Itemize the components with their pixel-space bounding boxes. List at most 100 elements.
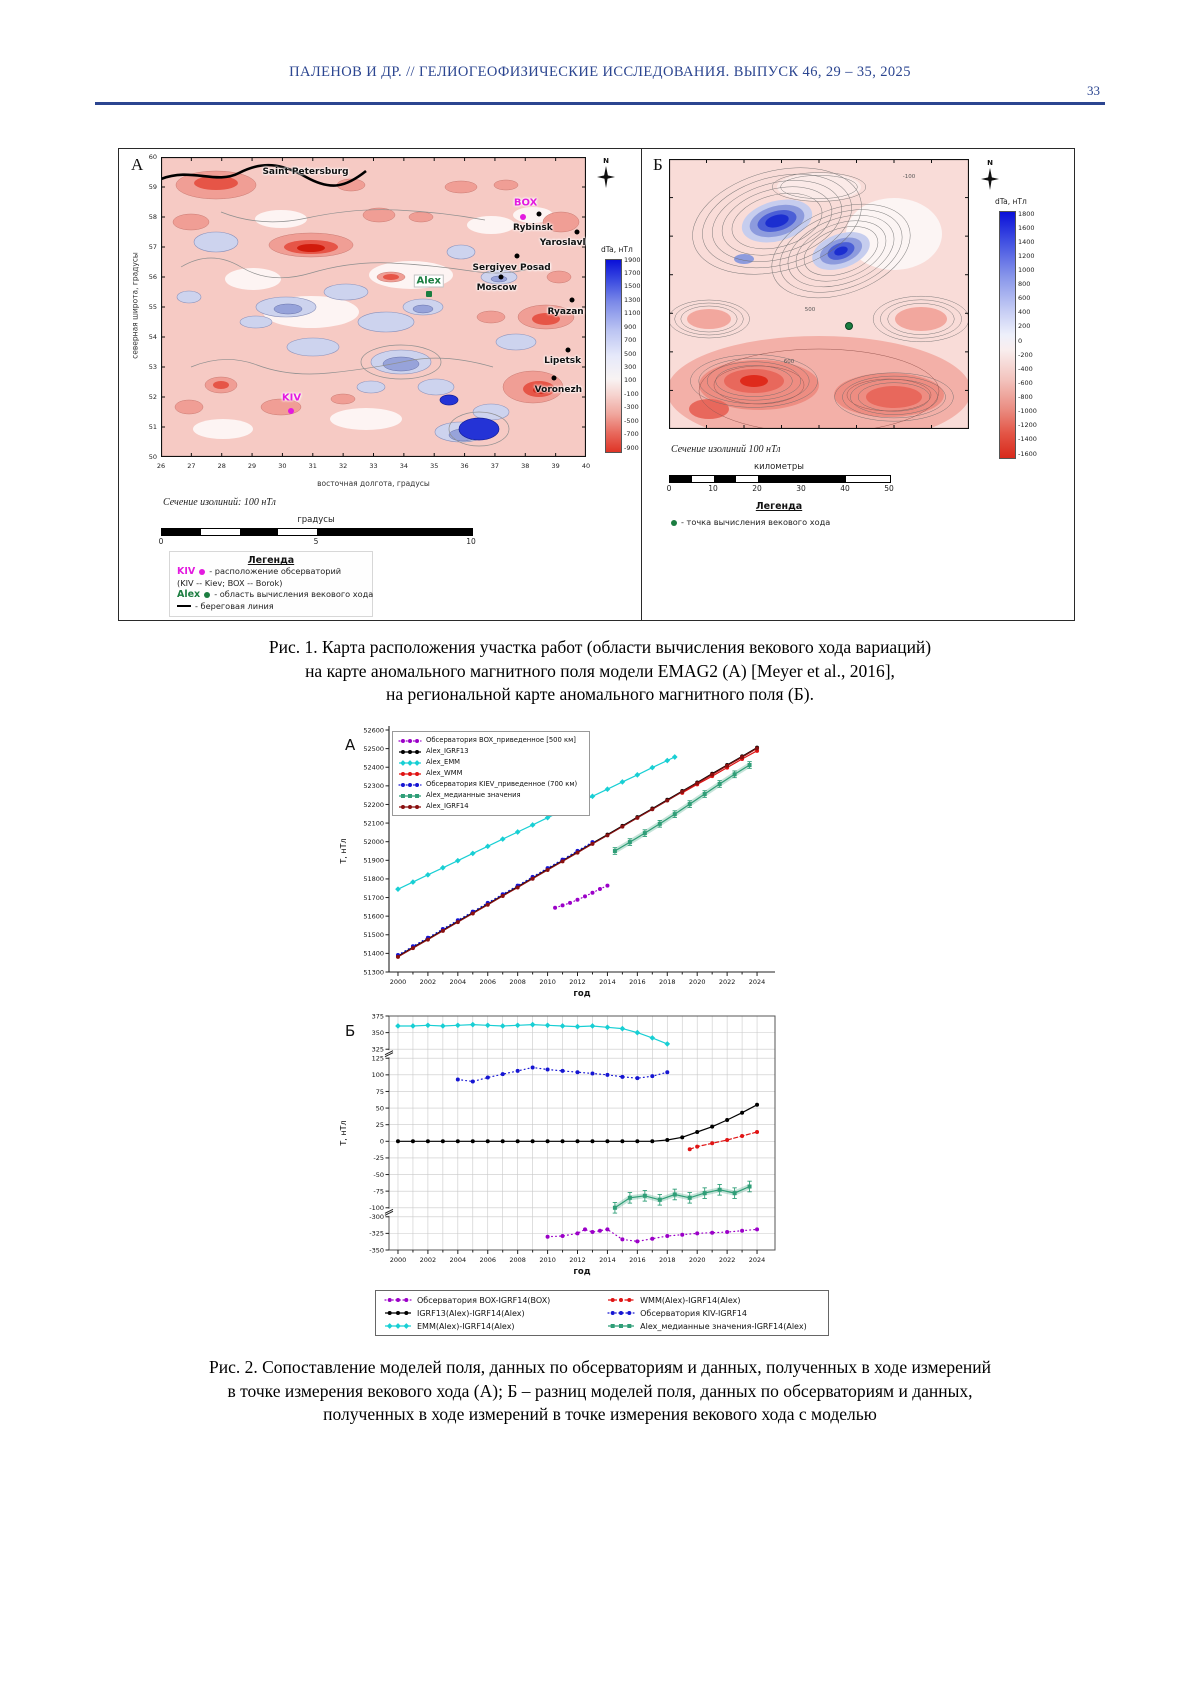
series-marker-icon	[399, 793, 421, 798]
svg-text:52100: 52100	[363, 819, 384, 827]
colorbar-b	[999, 211, 1016, 459]
svg-text:2000: 2000	[390, 978, 407, 986]
series-marker-icon	[385, 1311, 411, 1315]
fig2-caption: Рис. 2. Сопоставление моделей поля, данн…	[0, 1356, 1200, 1427]
svg-text:125: 125	[372, 1055, 384, 1063]
latitude-tick-label: 57	[148, 243, 157, 251]
map-a-legend-item: Alex - область вычисления векового хода	[177, 589, 373, 601]
series-name: Alex_IGRF13	[426, 747, 469, 755]
legend-text: - область вычисления векового хода	[214, 589, 374, 599]
fig2-chart-a-svg: 52600 52500 52400 52300 52200 52100 52000 51900…	[339, 726, 775, 999]
svg-text:51900: 51900	[363, 857, 384, 865]
svg-text:52600: 52600	[363, 726, 384, 734]
series-name: Alex_медианные значения	[426, 791, 521, 799]
latitude-tick-label: 50	[148, 453, 157, 461]
latitude-tick-label: 52	[148, 393, 157, 401]
chart-a-legend-item: Alex_медианные значения	[398, 790, 584, 801]
colorbar-tick-label: -400	[1018, 364, 1033, 373]
svg-text:52300: 52300	[363, 782, 384, 790]
series-name: Обсерватория KIEV_приведенное (700 км)	[426, 780, 578, 788]
legend-prefix: Alex	[177, 589, 201, 600]
fig1-caption: Рис. 1. Карта расположения участка работ…	[0, 636, 1200, 707]
series-marker-icon	[385, 1323, 411, 1329]
map-a-legend-item: (KIV -- Kiev; BOX -- Borok)	[177, 578, 365, 590]
scalebar-tick-label: 5	[313, 537, 319, 546]
longitude-tick-label: 31	[308, 462, 317, 470]
svg-text:год: год	[573, 989, 590, 999]
fig1-caption-line3: на региональной карте аномального магнит…	[386, 684, 814, 704]
colorbar-tick-label: 1500	[624, 282, 641, 291]
scalebar-tick-label: 0	[158, 537, 164, 546]
svg-text:51500: 51500	[363, 931, 384, 939]
series-marker-icon	[399, 759, 421, 766]
svg-text:2022: 2022	[719, 1256, 736, 1264]
north-arrow-icon: N	[597, 157, 615, 189]
fig2-legend-item: Alex_медианные значения-IGRF14(Alex)	[607, 1321, 820, 1331]
longitude-tick-label: 27	[187, 462, 196, 470]
header-rule	[95, 102, 1105, 105]
scalebar-tick-label: 10	[466, 537, 476, 546]
svg-text:2012: 2012	[569, 1256, 586, 1264]
colorbar-tick-label: -1000	[1018, 407, 1037, 416]
latitude-tick-label: 51	[148, 423, 157, 431]
scalebar-tick-label: 30	[796, 484, 806, 493]
series-name: Обсерватория BOX-IGRF14(BOX)	[417, 1295, 551, 1305]
svg-text:51300: 51300	[363, 968, 384, 976]
fig1-panel-b-label: Б	[653, 155, 663, 174]
series-name: IGRF13(Alex)-IGRF14(Alex)	[417, 1308, 525, 1318]
svg-text:51400: 51400	[363, 950, 384, 958]
svg-text:2004: 2004	[450, 978, 467, 986]
colorbar-tick-label: 1600	[1018, 223, 1035, 232]
fig1-caption-line2: на карте аномального магнитного поля мод…	[305, 660, 895, 681]
colorbar-tick-label: 1900	[624, 255, 641, 264]
svg-text:2006: 2006	[479, 978, 496, 986]
longitude-tick-label: 34	[399, 462, 408, 470]
svg-text:0: 0	[380, 1138, 384, 1146]
fig2-legend-item: Обсерватория KIV-IGRF14	[607, 1308, 820, 1318]
north-label: N	[603, 157, 609, 165]
svg-text:51800: 51800	[363, 875, 384, 883]
svg-text:50: 50	[376, 1104, 384, 1112]
svg-text:350: 350	[372, 1029, 384, 1037]
svg-text:52200: 52200	[363, 801, 384, 809]
fig2-legend-item: IGRF13(Alex)-IGRF14(Alex)	[384, 1308, 601, 1318]
latitude-tick-label: 54	[148, 333, 157, 341]
fig1-caption-line1: Рис. 1. Карта расположения участка работ…	[268, 637, 932, 657]
north-arrow-icon: N	[981, 159, 999, 191]
fig1-panel-a-label: А	[131, 155, 144, 174]
fig2-panel-b-label: Б	[345, 1022, 356, 1040]
series-marker-icon	[399, 804, 421, 809]
svg-text:-300: -300	[369, 1213, 384, 1221]
svg-text:2014: 2014	[599, 1256, 616, 1264]
colorbar-a-title: dTa, нТл	[601, 245, 633, 254]
latitude-tick-label: 58	[148, 213, 157, 221]
colorbar-tick-label: -900	[624, 443, 639, 452]
series-name: WMM(Alex)-IGRF14(Alex)	[640, 1295, 741, 1305]
svg-text:375: 375	[372, 1012, 384, 1020]
longitude-tick-label: 33	[369, 462, 378, 470]
svg-text:75: 75	[376, 1088, 384, 1096]
map-a-legend-item: KIV - расположение обсерваторий	[177, 566, 365, 578]
colorbar-tick-label: -500	[624, 416, 639, 425]
svg-text:52500: 52500	[363, 745, 384, 753]
colorbar-tick-label: -200	[1018, 350, 1033, 359]
map-a-legend-title: Легенда	[247, 555, 295, 566]
figure-1: А	[118, 148, 1075, 621]
svg-text:2018: 2018	[659, 978, 676, 986]
latitude-tick-label: 56	[148, 273, 157, 281]
map-a-scalebar-title: градусы	[297, 515, 335, 525]
fig2-caption-line3: полученных в ходе измерений в точке изме…	[323, 1404, 877, 1424]
page-number: 33	[1087, 83, 1100, 98]
svg-text:2020: 2020	[689, 978, 706, 986]
series-name: Обсерватория BOX_приведенное [500 км]	[426, 736, 576, 744]
chart-a-legend-item: Alex_WMM	[398, 768, 584, 779]
svg-text:2006: 2006	[479, 1256, 496, 1264]
colorbar-tick-label: -1400	[1018, 435, 1037, 444]
map-a-legend-item: - береговая линия	[177, 601, 365, 613]
longitude-tick-label: 29	[247, 462, 257, 470]
colorbar-tick-label: 1200	[1018, 251, 1035, 260]
svg-text:2008: 2008	[509, 1256, 526, 1264]
series-marker-icon	[399, 749, 421, 754]
series-name: Alex_EMM	[426, 758, 461, 766]
